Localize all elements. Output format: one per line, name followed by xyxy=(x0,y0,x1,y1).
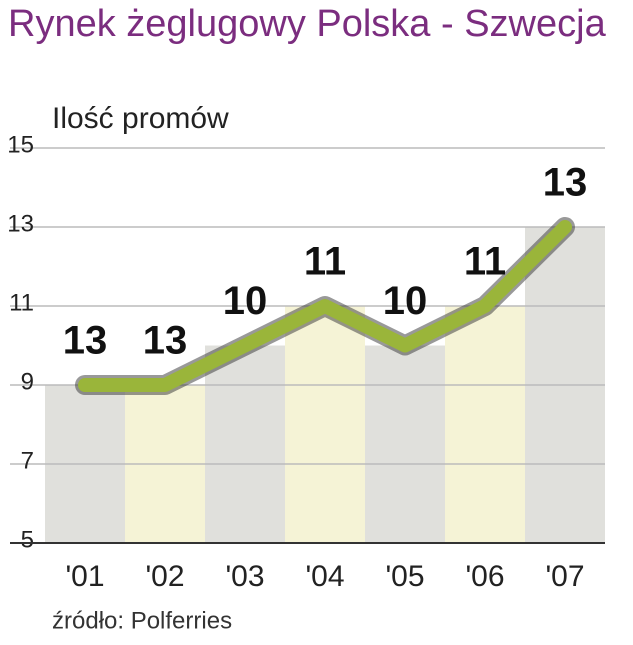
y-tick-label: 11 xyxy=(9,289,34,316)
x-tick-label: '03 xyxy=(225,560,264,593)
line xyxy=(78,220,572,392)
data-label: 11 xyxy=(464,240,506,284)
y-tick-label: 9 xyxy=(21,368,34,395)
data-label: 13 xyxy=(543,161,588,205)
data-label: 10 xyxy=(223,279,268,323)
data-label: 10 xyxy=(383,279,428,323)
chart-title: Rynek żeglugowy Polska - Szwecja xyxy=(8,3,607,45)
column xyxy=(445,306,525,543)
x-tick-label: '04 xyxy=(305,560,344,593)
column xyxy=(365,345,445,543)
y-tick-label: 15 xyxy=(7,131,34,158)
x-tick-label: '05 xyxy=(385,560,424,593)
x-tick-label: '07 xyxy=(545,560,584,593)
source: źródło: Polferries xyxy=(52,607,232,634)
column xyxy=(205,345,285,543)
x-tick-label: '06 xyxy=(465,560,504,593)
y-axis-label: Ilość promów xyxy=(52,102,229,135)
x-tick-label: '01 xyxy=(65,560,104,593)
data-label: 11 xyxy=(304,240,346,284)
x-tick-label: '02 xyxy=(145,560,184,593)
y-tick-label: 13 xyxy=(7,210,34,237)
y-tick-label: 7 xyxy=(21,447,34,474)
data-label: 13 xyxy=(143,319,188,363)
data-label: 13 xyxy=(63,319,108,363)
column xyxy=(285,306,365,543)
y-tick-label: 5 xyxy=(21,526,34,553)
